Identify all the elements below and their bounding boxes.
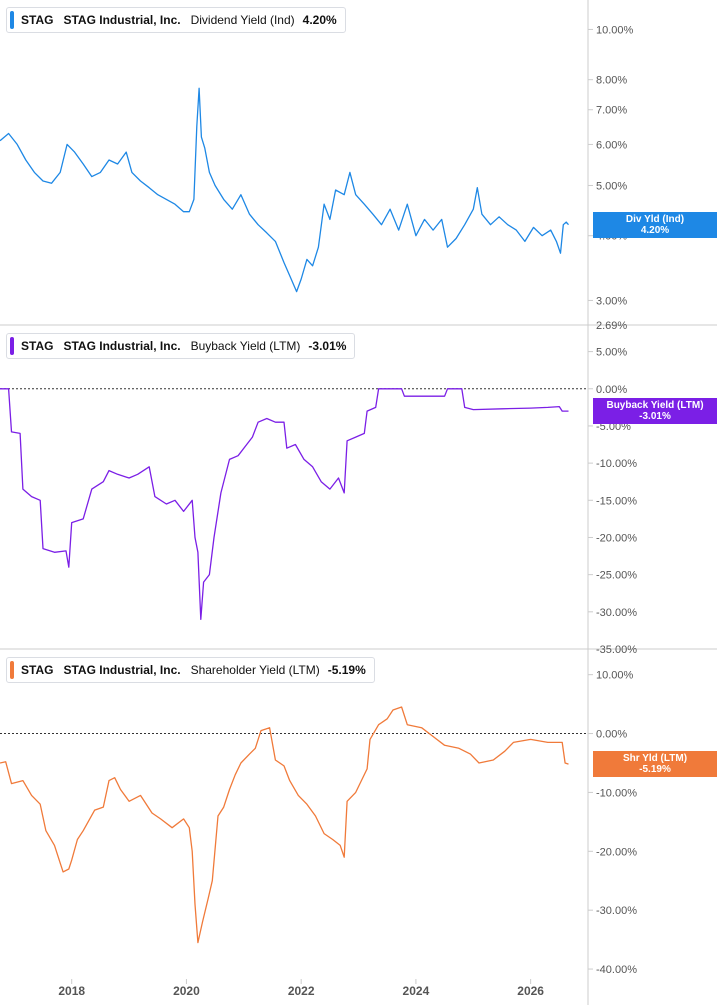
flag-dividend: Div Yld (Ind) 4.20% bbox=[593, 211, 717, 238]
y-tick-label: 3.00% bbox=[596, 295, 627, 307]
legend-company: STAG Industrial, Inc. bbox=[63, 663, 181, 677]
x-tick-label: 2022 bbox=[288, 984, 315, 998]
y-tick-label: 0.00% bbox=[596, 384, 627, 396]
y-tick-label: 0.00% bbox=[596, 729, 627, 741]
legend-buyback: STAG STAG Industrial, Inc. Buyback Yield… bbox=[6, 333, 356, 359]
legend-ticker: STAG bbox=[21, 339, 54, 353]
legend-ticker: STAG bbox=[21, 13, 54, 27]
y-tick-label: -25.00% bbox=[596, 570, 637, 582]
legend-metric: Shareholder Yield (LTM) bbox=[190, 663, 320, 677]
flag-name: Div Yld (Ind) bbox=[625, 213, 685, 225]
flag-name: Buyback Yield (LTM) bbox=[606, 400, 704, 412]
flag-buyback: Buyback Yield (LTM) -3.01% bbox=[593, 398, 717, 425]
legend-company: STAG Industrial, Inc. bbox=[63, 339, 181, 353]
series-line-shareholder bbox=[0, 706, 569, 944]
x-tick-label: 2018 bbox=[58, 984, 85, 998]
legend-shareholder: STAG STAG Industrial, Inc. Shareholder Y… bbox=[6, 657, 375, 683]
legend-swatch-buyback bbox=[10, 337, 14, 355]
flag-name: Shr Yld (LTM) bbox=[622, 753, 688, 765]
legend-ticker: STAG bbox=[21, 663, 54, 677]
y-tick-label: -20.00% bbox=[596, 532, 637, 544]
y-tick-label: 5.00% bbox=[596, 180, 627, 192]
y-tick-label: -10.00% bbox=[596, 787, 637, 799]
y-tick-label: -35.00% bbox=[596, 644, 637, 656]
y-tick-label: -15.00% bbox=[596, 495, 637, 507]
y-tick-label: 2.69% bbox=[596, 320, 627, 332]
legend-metric: Buyback Yield (LTM) bbox=[190, 339, 301, 353]
y-tick-label: -10.00% bbox=[596, 458, 637, 470]
y-tick-label: 5.00% bbox=[596, 347, 627, 359]
legend-value: -3.01% bbox=[308, 339, 347, 353]
x-tick-label: 2020 bbox=[173, 984, 200, 998]
y-tick-label: -30.00% bbox=[596, 607, 637, 619]
legend-value: -5.19% bbox=[327, 663, 366, 677]
flag-value: -3.01% bbox=[639, 411, 671, 423]
legend-metric: Dividend Yield (Ind) bbox=[190, 13, 295, 27]
legend-swatch-shareholder bbox=[10, 661, 14, 679]
legend-value: 4.20% bbox=[302, 13, 337, 27]
legend-dividend: STAG STAG Industrial, Inc. Dividend Yiel… bbox=[6, 7, 346, 33]
y-tick-label: 10.00% bbox=[596, 670, 634, 682]
series-line-dividend bbox=[0, 87, 569, 293]
legend-company: STAG Industrial, Inc. bbox=[63, 13, 181, 27]
x-tick-label: 2026 bbox=[517, 984, 544, 998]
y-tick-label: 10.00% bbox=[596, 24, 634, 36]
y-tick-label: 7.00% bbox=[596, 105, 627, 117]
flag-shareholder: Shr Yld (LTM) -5.19% bbox=[593, 751, 717, 778]
flag-value: -5.19% bbox=[639, 764, 671, 776]
y-tick-label: 6.00% bbox=[596, 139, 627, 151]
x-tick-label: 2024 bbox=[403, 984, 430, 998]
y-tick-label: -40.00% bbox=[596, 964, 637, 976]
legend-swatch-dividend bbox=[10, 11, 14, 29]
flag-value: 4.20% bbox=[640, 224, 670, 236]
y-tick-label: -30.00% bbox=[596, 905, 637, 917]
series-layer bbox=[0, 87, 569, 944]
x-axis: 2018 2020 2022 2024 2026 bbox=[58, 979, 544, 998]
y-tick-label: 8.00% bbox=[596, 75, 627, 87]
y-tick-label: -20.00% bbox=[596, 846, 637, 858]
series-line-buyback bbox=[0, 388, 569, 620]
